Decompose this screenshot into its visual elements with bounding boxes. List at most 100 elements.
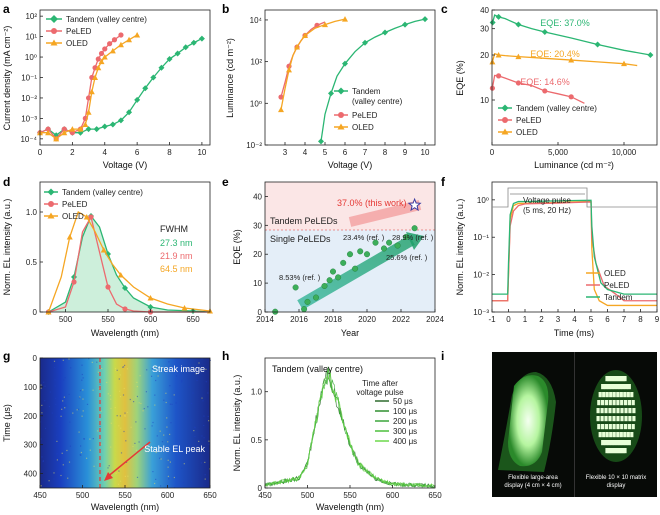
a-point-oled-14 bbox=[117, 41, 124, 48]
panel-label-d: d bbox=[3, 175, 10, 189]
chart-c-ylabel: EQE (%) bbox=[455, 60, 465, 96]
f-xtick-label-8: 7 bbox=[622, 315, 627, 324]
g-ytick-label-1: 100 bbox=[24, 383, 38, 392]
g-noise-dot-219 bbox=[198, 440, 200, 442]
legend-b-oled: OLED bbox=[352, 123, 374, 132]
chart-e-frame bbox=[264, 181, 436, 313]
matrix-pixel-6-3 bbox=[608, 424, 612, 430]
e-point-8 bbox=[335, 274, 342, 281]
legend-a-tandem: Tandem (valley centre) bbox=[66, 15, 147, 24]
matrix-pixel-6-9 bbox=[631, 424, 635, 430]
e-point-4 bbox=[313, 294, 320, 301]
a-ytick-label-5: 10¹ bbox=[25, 33, 37, 42]
matrix-pixel-4-9 bbox=[632, 408, 636, 414]
legend-b-tandem-marker bbox=[337, 87, 345, 95]
c-point-tandem-10 bbox=[647, 52, 654, 58]
g-noise-dot-178 bbox=[81, 379, 83, 381]
g-noise-dot-77 bbox=[166, 417, 168, 419]
g-noise-dot-198 bbox=[176, 375, 178, 377]
c-xtick-label-0: 0 bbox=[490, 148, 495, 157]
chart-b-marks bbox=[278, 16, 428, 145]
g-noise-dot-161 bbox=[153, 449, 155, 451]
g-noise-dot-183 bbox=[126, 368, 128, 370]
f-ytick-label-2: 10⁻¹ bbox=[473, 233, 489, 242]
g-noise-dot-157 bbox=[60, 391, 62, 393]
matrix-pixel-9-8 bbox=[621, 448, 625, 454]
f-ytick-label-1: 10⁻² bbox=[473, 271, 489, 280]
h-legend-label-1: 100 μs bbox=[393, 407, 417, 416]
g-noise-dot-156 bbox=[78, 431, 80, 433]
display-glow-panel bbox=[508, 375, 549, 467]
g-noise-dot-248 bbox=[120, 452, 123, 454]
legend-d-tandem: Tandem (valley centre) bbox=[62, 188, 143, 197]
annotation-eqe-peled: EQE: 14.6% bbox=[520, 77, 570, 87]
g-noise-dot-217 bbox=[169, 461, 171, 463]
d-xtick-label-0: 500 bbox=[59, 315, 73, 324]
g-noise-dot-177 bbox=[65, 404, 67, 406]
g-noise-dot-51 bbox=[91, 361, 93, 363]
e-ytick-label-3: 30 bbox=[253, 221, 262, 230]
a-point-oled-13 bbox=[109, 47, 116, 54]
g-noise-dot-209 bbox=[40, 387, 42, 389]
e-point-10 bbox=[347, 251, 354, 258]
chart-a-legend: Tandem (valley centre) PeLED OLED bbox=[46, 15, 147, 48]
g-noise-dot-15 bbox=[190, 419, 192, 421]
chart-d-ylabel: Norm. EL intensity (a.u.) bbox=[2, 199, 12, 296]
b-point-tandem-2 bbox=[328, 90, 334, 97]
e-xtick-label-1: 2016 bbox=[290, 315, 308, 324]
legend-b-tandem-2: (valley centre) bbox=[352, 97, 403, 106]
g-noise-dot-123 bbox=[64, 377, 66, 379]
ref-label-1: 8.53% (ref. ) bbox=[279, 273, 321, 282]
b-point-tandem-10 bbox=[402, 21, 408, 28]
matrix-pixel-7-3 bbox=[609, 432, 613, 438]
g-noise-dot-18 bbox=[116, 369, 118, 371]
g-noise-dot-131 bbox=[124, 412, 126, 414]
g-noise-dot-257 bbox=[41, 412, 43, 414]
matrix-pixel-0-3 bbox=[611, 376, 615, 382]
g-noise-dot-145 bbox=[140, 402, 142, 405]
f-xtick-label-7: 6 bbox=[605, 315, 610, 324]
g-noise-dot-127 bbox=[154, 404, 156, 406]
d-area-tandem bbox=[48, 216, 210, 312]
matrix-pixel-6-4 bbox=[612, 424, 616, 430]
g-noise-dot-106 bbox=[136, 386, 138, 388]
matrix-pixel-3-8 bbox=[627, 400, 631, 406]
c-point-tandem-0 bbox=[489, 19, 496, 26]
matrix-pixel-4-4 bbox=[612, 408, 616, 414]
d-ytick-label-1: 0.5 bbox=[26, 258, 38, 267]
a-point-tandem-8 bbox=[101, 123, 108, 130]
g-noise-dot-27 bbox=[44, 400, 46, 402]
matrix-pixel-4-8 bbox=[628, 408, 632, 414]
matrix-pixel-6-2 bbox=[604, 424, 608, 430]
g-noise-dot-47 bbox=[165, 401, 167, 404]
g-noise-dot-139 bbox=[159, 457, 161, 459]
g-noise-dot-256 bbox=[127, 475, 129, 477]
g-noise-dot-5 bbox=[80, 445, 82, 447]
matrix-pixel-4-5 bbox=[616, 408, 620, 414]
a-point-tandem-14 bbox=[150, 74, 157, 81]
g-noise-dot-33 bbox=[119, 374, 121, 376]
c-point-peled-2 bbox=[496, 73, 502, 79]
g-noise-dot-78 bbox=[193, 371, 195, 373]
g-noise-dot-28 bbox=[76, 409, 78, 411]
g-ytick-label-4: 400 bbox=[24, 470, 38, 479]
g-noise-dot-71 bbox=[194, 435, 196, 438]
streak-image bbox=[40, 358, 210, 488]
g-noise-dot-7 bbox=[48, 480, 50, 482]
chart-h-legend-title-2: voltage pulse bbox=[356, 388, 404, 397]
g-noise-dot-73 bbox=[110, 474, 113, 476]
matrix-pixel-5-9 bbox=[632, 416, 636, 422]
g-noise-dot-133 bbox=[163, 371, 165, 373]
g-noise-dot-222 bbox=[138, 402, 140, 404]
matrix-pixel-1-1 bbox=[604, 384, 608, 390]
g-noise-dot-80 bbox=[61, 452, 63, 454]
matrix-pixel-8-6 bbox=[618, 440, 622, 446]
a-point-tandem-13 bbox=[142, 85, 149, 92]
chart-b-xlabel: Voltage (V) bbox=[328, 160, 373, 170]
f-xtick-label-10: 9 bbox=[655, 315, 660, 324]
g-noise-dot-130 bbox=[118, 470, 120, 472]
a-point-tandem-16 bbox=[166, 56, 173, 63]
matrix-pixel-0-9 bbox=[623, 376, 627, 382]
g-noise-dot-197 bbox=[196, 370, 198, 372]
matrix-pixel-9-2 bbox=[609, 448, 613, 454]
